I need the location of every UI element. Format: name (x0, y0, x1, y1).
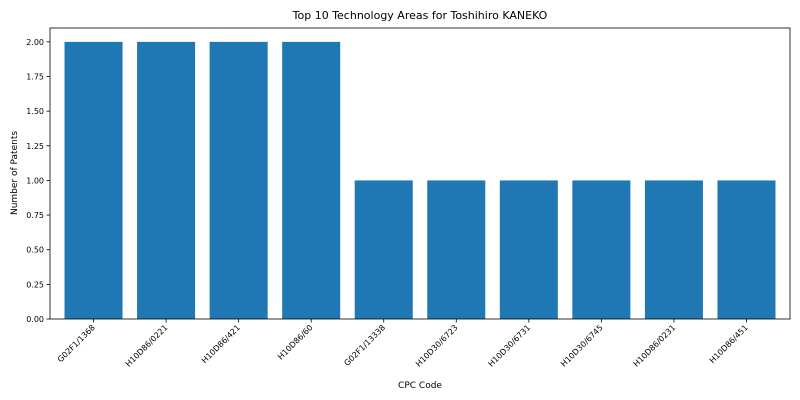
y-tick-label-2: 0.50 (26, 246, 44, 255)
bar-6 (500, 180, 558, 319)
y-tick-label-7: 1.75 (26, 73, 44, 82)
y-tick-label-6: 1.50 (26, 107, 44, 116)
y-tick-label-0: 0.00 (26, 315, 44, 324)
bar-0 (65, 42, 123, 319)
y-tick-label-1: 0.25 (26, 280, 44, 289)
bar-3 (282, 42, 340, 319)
bar-7 (572, 180, 630, 319)
bar-1 (137, 42, 195, 319)
bar-2 (210, 42, 268, 319)
chart-title: Top 10 Technology Areas for Toshihiro KA… (292, 9, 548, 22)
bar-4 (355, 180, 413, 319)
y-axis-label: Number of Patents (10, 131, 20, 215)
bar-8 (645, 180, 703, 319)
y-tick-label-3: 0.75 (26, 211, 44, 220)
y-tick-label-5: 1.25 (26, 142, 44, 151)
y-tick-label-8: 2.00 (26, 38, 44, 47)
x-axis-label: CPC Code (398, 381, 442, 391)
bar-5 (427, 180, 485, 319)
bar-9 (717, 180, 775, 319)
y-tick-label-4: 1.00 (26, 176, 44, 185)
